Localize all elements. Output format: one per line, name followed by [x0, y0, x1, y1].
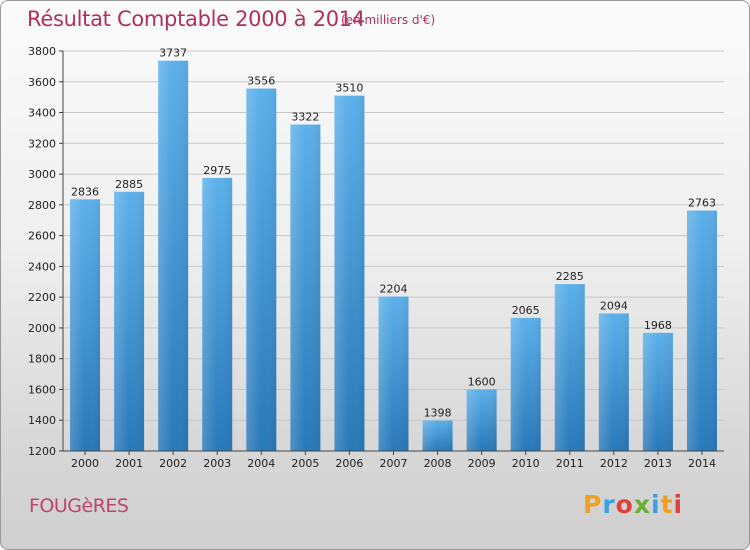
- bar-shine-2005: [290, 124, 321, 452]
- x-tick-label-2001: 2001: [115, 457, 143, 470]
- bars: 2836 2885 3737 2975 3556 3322 3510 2204 1398 1600…: [70, 47, 717, 452]
- value-label-2014: 2763: [688, 197, 716, 210]
- y-tick-label: 2200: [28, 291, 56, 304]
- value-label-2008: 1398: [424, 407, 452, 420]
- x-tick-label-2014: 2014: [688, 457, 716, 470]
- value-label-2012: 2094: [600, 299, 628, 312]
- x-tick-label-2005: 2005: [291, 457, 319, 470]
- value-label-2005: 3322: [291, 111, 319, 124]
- x-tick-label-2013: 2013: [644, 457, 672, 470]
- value-label-2010: 2065: [512, 304, 540, 317]
- x-tick-label-2009: 2009: [468, 457, 496, 470]
- x-tick-label-2007: 2007: [380, 457, 408, 470]
- bar-shine-2000: [70, 199, 101, 451]
- value-label-2000: 2836: [71, 185, 99, 198]
- logo-letter: i: [673, 490, 684, 519]
- value-label-2003: 2975: [203, 164, 231, 177]
- chart-subtitle: (en milliers d'€): [341, 13, 436, 27]
- logo-letter: x: [633, 490, 651, 519]
- bar-shine-2003: [202, 177, 233, 451]
- y-tick-label: 3600: [28, 76, 56, 89]
- chart-title: Résultat Comptable 2000 à 2014: [27, 7, 365, 31]
- y-tick-label: 2600: [28, 230, 56, 243]
- y-tick-label: 3800: [28, 45, 56, 58]
- y-tick-label: 2000: [28, 322, 56, 335]
- x-tick-label-2012: 2012: [600, 457, 628, 470]
- axes: 1200 1400 1600 1800 2000 2200 2400 2600 2800 3000…: [28, 45, 724, 470]
- logo-letter: t: [660, 490, 674, 519]
- x-tick-label-2008: 2008: [424, 457, 452, 470]
- bar-shine-2011: [554, 284, 585, 451]
- y-tick-label: 2800: [28, 199, 56, 212]
- bar-shine-2009: [466, 389, 497, 451]
- y-tick-label: 1800: [28, 353, 56, 366]
- value-label-2011: 2285: [556, 270, 584, 283]
- y-tick-label: 2400: [28, 260, 56, 273]
- y-tick-label: 1200: [28, 445, 56, 458]
- value-label-2004: 3556: [247, 75, 275, 88]
- bar-shine-2010: [510, 317, 541, 451]
- x-tick-label-2004: 2004: [247, 457, 275, 470]
- value-label-2009: 1600: [468, 375, 496, 388]
- x-tick-label-2011: 2011: [556, 457, 584, 470]
- logo-letter: r: [602, 490, 616, 519]
- value-label-2006: 3510: [335, 82, 363, 95]
- x-tick-label-2006: 2006: [335, 457, 363, 470]
- logo-letter: o: [615, 490, 634, 519]
- commune-name: FOUGèRES: [29, 495, 129, 517]
- bar-shine-2008: [422, 420, 453, 451]
- x-tick-label-2000: 2000: [71, 457, 99, 470]
- y-tick-label: 3000: [28, 168, 56, 181]
- bar-shine-2001: [114, 191, 145, 451]
- bar-shine-2006: [334, 95, 365, 451]
- logo-letter: P: [583, 490, 603, 519]
- value-label-2002: 3737: [159, 47, 187, 60]
- bar-shine-2007: [378, 296, 409, 451]
- bar-shine-2013: [642, 332, 673, 451]
- logo-letter: i: [651, 490, 661, 519]
- value-label-2013: 1968: [644, 319, 672, 332]
- x-tick-label-2002: 2002: [159, 457, 187, 470]
- bar-shine-2014: [686, 210, 717, 451]
- y-tick-label: 1400: [28, 414, 56, 427]
- bar-shine-2004: [246, 88, 277, 452]
- x-tick-label-2003: 2003: [203, 457, 231, 470]
- x-tick-label-2010: 2010: [512, 457, 540, 470]
- y-tick-label: 1600: [28, 383, 56, 396]
- bar-shine-2012: [598, 313, 629, 451]
- proxiti-logo: Proxiti: [583, 490, 683, 519]
- value-label-2001: 2885: [115, 178, 143, 191]
- y-tick-label: 3200: [28, 137, 56, 150]
- y-tick-label: 3400: [28, 107, 56, 120]
- bar-shine-2002: [158, 60, 189, 451]
- value-label-2007: 2204: [380, 283, 408, 296]
